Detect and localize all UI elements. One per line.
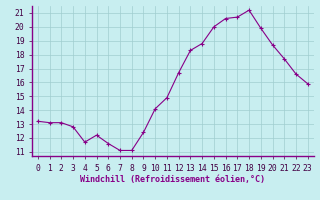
X-axis label: Windchill (Refroidissement éolien,°C): Windchill (Refroidissement éolien,°C) (80, 175, 265, 184)
